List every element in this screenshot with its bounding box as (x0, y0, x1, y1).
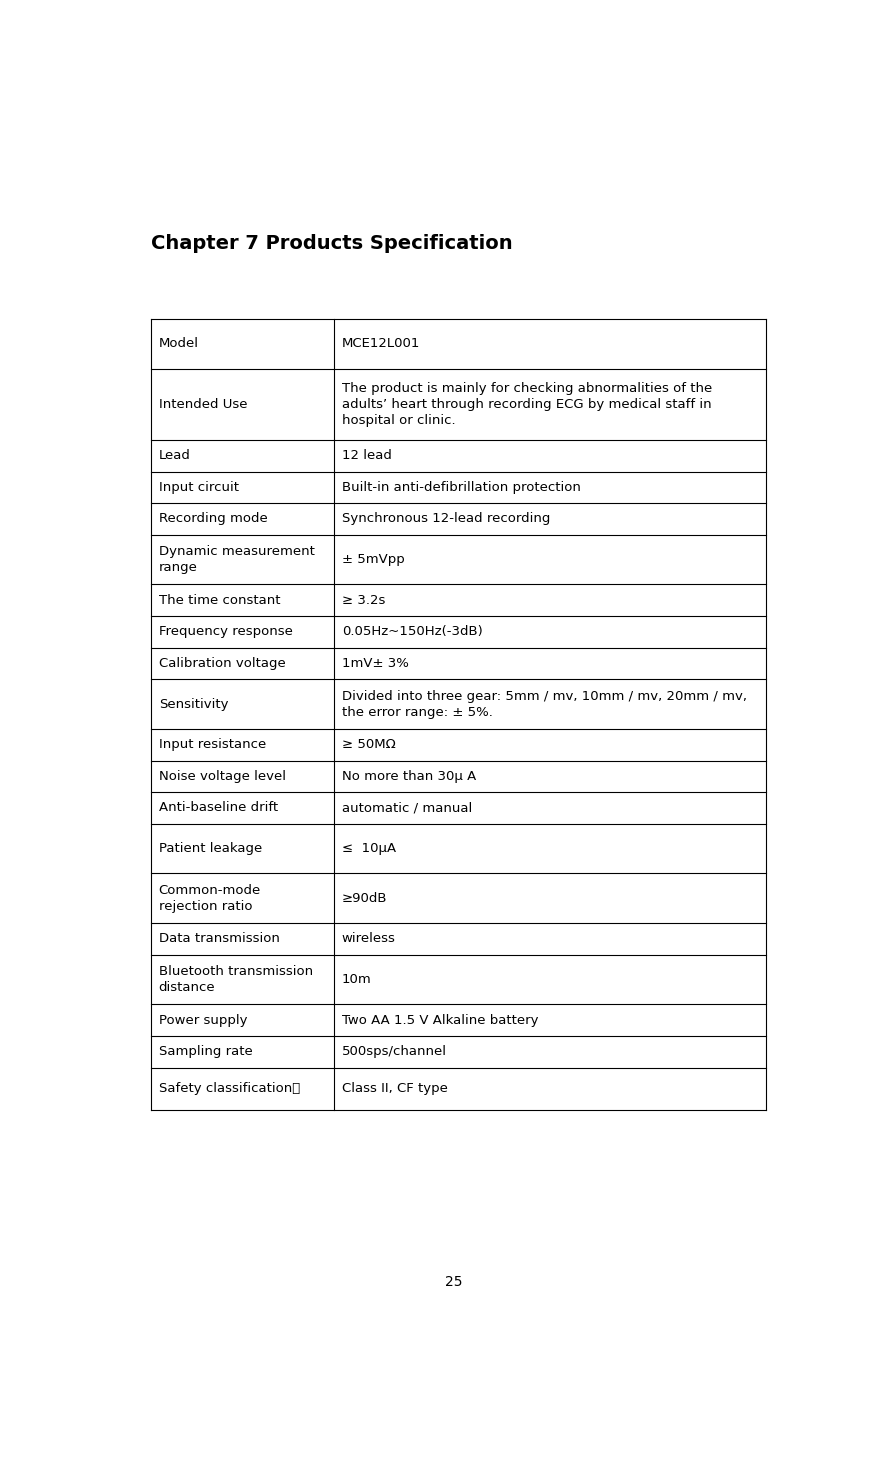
Text: Safety classification：: Safety classification： (158, 1082, 300, 1095)
Text: The time constant: The time constant (158, 594, 281, 607)
Text: Bluetooth transmission
distance: Bluetooth transmission distance (158, 965, 312, 994)
Text: MCE12L001: MCE12L001 (342, 337, 420, 350)
Text: Patient leakage: Patient leakage (158, 841, 262, 855)
Text: Data transmission: Data transmission (158, 932, 280, 946)
Text: Calibration voltage: Calibration voltage (158, 657, 286, 670)
Text: Anti-baseline drift: Anti-baseline drift (158, 802, 278, 815)
Text: ≥90dB: ≥90dB (342, 891, 388, 905)
Text: No more than 30μ A: No more than 30μ A (342, 770, 476, 783)
Text: Lead: Lead (158, 449, 190, 462)
Text: automatic / manual: automatic / manual (342, 802, 472, 815)
Text: Model: Model (158, 337, 198, 350)
Text: Chapter 7 Products Specification: Chapter 7 Products Specification (151, 235, 512, 254)
Text: Class II, CF type: Class II, CF type (342, 1082, 448, 1095)
Text: Divided into three gear: 5mm / mv, 10mm / mv, 20mm / mv,
the error range: ± 5%.: Divided into three gear: 5mm / mv, 10mm … (342, 689, 747, 718)
Text: Power supply: Power supply (158, 1013, 247, 1026)
Text: wireless: wireless (342, 932, 396, 946)
Text: Input resistance: Input resistance (158, 739, 266, 751)
Text: 25: 25 (445, 1274, 462, 1289)
Text: ≥ 50MΩ: ≥ 50MΩ (342, 739, 396, 751)
Text: 1mV± 3%: 1mV± 3% (342, 657, 409, 670)
Text: Input circuit: Input circuit (158, 481, 239, 494)
Text: Dynamic measurement
range: Dynamic measurement range (158, 545, 314, 575)
Text: Sensitivity: Sensitivity (158, 698, 228, 711)
Text: Synchronous 12-lead recording: Synchronous 12-lead recording (342, 513, 550, 525)
Text: 0.05Hz~150Hz(-3dB): 0.05Hz~150Hz(-3dB) (342, 626, 482, 638)
Text: Common-mode
rejection ratio: Common-mode rejection ratio (158, 884, 261, 913)
Text: 10m: 10m (342, 973, 372, 987)
Text: Two AA 1.5 V Alkaline battery: Two AA 1.5 V Alkaline battery (342, 1013, 538, 1026)
Text: ± 5mVpp: ± 5mVpp (342, 553, 404, 566)
Text: Intended Use: Intended Use (158, 397, 247, 410)
Text: Sampling rate: Sampling rate (158, 1045, 252, 1058)
Text: ≥ 3.2s: ≥ 3.2s (342, 594, 385, 607)
Text: 12 lead: 12 lead (342, 449, 392, 462)
Text: 500sps/channel: 500sps/channel (342, 1045, 447, 1058)
Text: Built-in anti-defibrillation protection: Built-in anti-defibrillation protection (342, 481, 581, 494)
Text: Recording mode: Recording mode (158, 513, 267, 525)
Text: Frequency response: Frequency response (158, 626, 293, 638)
Text: Noise voltage level: Noise voltage level (158, 770, 286, 783)
Text: The product is mainly for checking abnormalities of the
adults’ heart through re: The product is mainly for checking abnor… (342, 381, 712, 427)
Text: ≤  10μA: ≤ 10μA (342, 841, 396, 855)
